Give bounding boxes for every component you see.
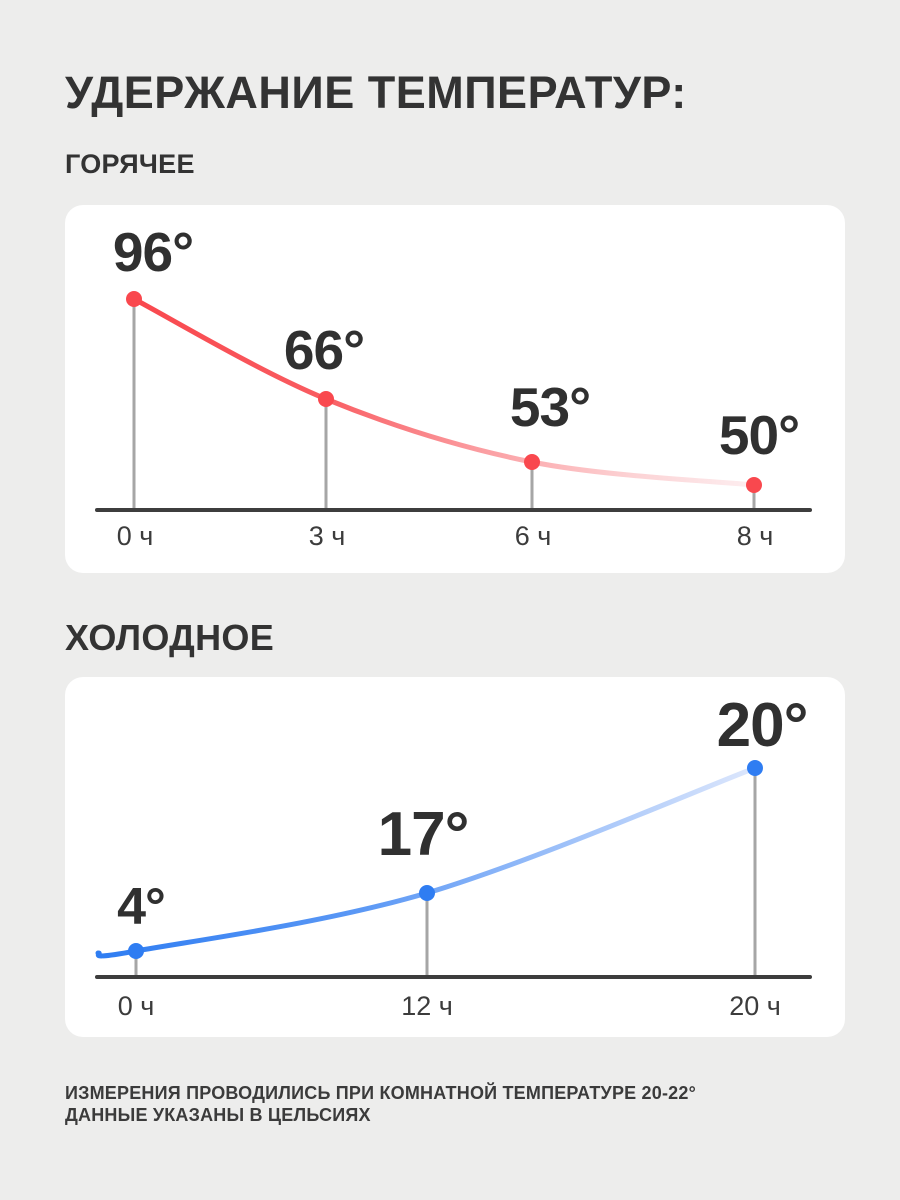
cold-chart-svg bbox=[95, 760, 812, 979]
footnote-line-1: ИЗМЕРЕНИЯ ПРОВОДИЛИСЬ ПРИ КОМНАТНОЙ ТЕМП… bbox=[65, 1083, 696, 1103]
cold-x-label-0: 0 ч bbox=[117, 991, 155, 1021]
temperature-curve bbox=[131, 296, 757, 488]
page-title: УДЕРЖАНИЕ ТЕМПЕРАТУР: bbox=[65, 67, 687, 118]
x-axis-line bbox=[95, 508, 812, 512]
hot-chart-svg bbox=[95, 291, 812, 512]
data-point-dot bbox=[128, 943, 144, 959]
hot-chart-card: 96° 66° 53° 50° 0 ч 3 ч 6 ч 8 ч bbox=[65, 205, 845, 573]
data-point-dot bbox=[318, 391, 334, 407]
cold-x-label-1: 12 ч bbox=[401, 991, 453, 1021]
cold-temp-label-0: 4° bbox=[117, 878, 166, 936]
hot-temp-label-1: 66° bbox=[283, 319, 365, 381]
hot-x-label-2: 6 ч bbox=[514, 521, 552, 551]
cold-temp-label-2: 20° bbox=[716, 691, 809, 760]
hot-temp-label-3: 50° bbox=[718, 404, 800, 466]
infographic-page: УДЕРЖАНИЕ ТЕМПЕРАТУР: ГОРЯЧЕЕ 96° 66° 53… bbox=[0, 70, 900, 1126]
hot-temp-label-2: 53° bbox=[509, 376, 591, 438]
hot-x-label-3: 8 ч bbox=[736, 521, 774, 551]
hot-x-label-0: 0 ч bbox=[116, 521, 154, 551]
cold-temp-label-1: 17° bbox=[377, 800, 470, 869]
data-point-dot bbox=[126, 291, 142, 307]
hot-x-label-1: 3 ч bbox=[308, 521, 346, 551]
hot-section-heading: ГОРЯЧЕЕ bbox=[65, 149, 195, 179]
footnote: ИЗМЕРЕНИЯ ПРОВОДИЛИСЬ ПРИ КОМНАТНОЙ ТЕМП… bbox=[65, 1083, 845, 1126]
cold-section-heading: ХОЛОДНОЕ bbox=[65, 617, 275, 658]
data-point-dot bbox=[419, 885, 435, 901]
data-point-dot bbox=[747, 760, 763, 776]
cold-chart-card: 4° 17° 20° 0 ч 12 ч 20 ч bbox=[65, 677, 845, 1037]
footnote-line-2: ДАННЫЕ УКАЗАНЫ В ЦЕЛЬСИЯХ bbox=[65, 1104, 371, 1125]
hot-temp-label-0: 96° bbox=[112, 221, 194, 283]
temperature-curve bbox=[95, 765, 758, 959]
data-point-dot bbox=[524, 454, 540, 470]
data-point-dot bbox=[746, 477, 762, 493]
x-axis-line bbox=[95, 975, 812, 979]
cold-x-label-2: 20 ч bbox=[729, 991, 781, 1021]
